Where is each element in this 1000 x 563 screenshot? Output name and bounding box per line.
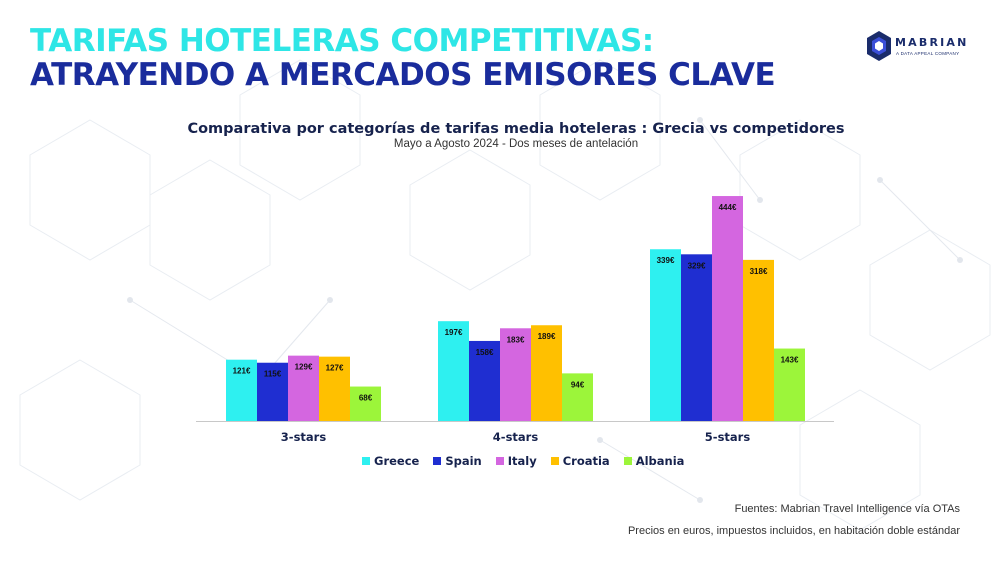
logo-subtitle: A DATA APPEAL COMPANY [896,51,960,56]
legend-swatch-spain [433,457,442,465]
data-label-spain-5-stars: 329€ [688,261,706,270]
headline-line-2: ATRAYENDO A MERCADOS EMISORES CLAVE [30,57,776,93]
bar-croatia-5-stars [743,259,774,421]
legend-swatch-greece [362,457,370,465]
data-label-croatia-4-stars: 189€ [538,332,556,341]
legend-item-albania: Albania [623,454,685,468]
legend-item-greece: Greece [362,454,419,468]
legend-item-croatia: Croatia [550,454,610,468]
legend-swatch-italy [495,457,504,465]
legend-swatch-croatia [550,457,559,465]
data-label-albania-4-stars: 94€ [571,380,585,389]
data-label-albania-5-stars: 143€ [781,356,799,365]
bar-spain-5-stars [681,254,712,421]
headline-line-1: TARIFAS HOTELERAS COMPETITIVAS: [30,23,654,59]
bar-italy-4-stars [500,328,531,421]
chart-legend: Greece Spain Italy Croatia Albania [362,454,684,468]
category-label-5-stars: 5-stars [705,430,751,444]
bar-albania-4-stars [562,373,593,421]
bar-croatia-3-stars [319,356,350,421]
page-headline: TARIFAS HOTELERAS COMPETITIVAS: ATRAYEND… [30,23,776,93]
bar-albania-5-stars [774,348,805,421]
bar-spain-4-stars [469,340,500,421]
bar-greece-5-stars [650,249,681,421]
bar-albania-3-stars [350,386,381,421]
bar-greece-4-stars [438,321,469,421]
data-label-italy-3-stars: 129€ [295,363,313,372]
source-note: Fuentes: Mabrian Travel Intelligence vía… [734,503,960,515]
data-label-croatia-3-stars: 127€ [326,364,344,373]
category-label-3-stars: 3-stars [281,430,327,444]
data-label-albania-3-stars: 68€ [359,394,373,403]
data-label-spain-3-stars: 115€ [264,370,282,379]
chart-subtitle: Mayo a Agosto 2024 - Dos meses de antela… [393,138,639,150]
bar-spain-3-stars [257,362,288,421]
logo-name: MABRIAN [895,36,969,49]
legend-item-spain: Spain [433,454,482,468]
chart-title: Comparativa por categorías de tarifas me… [187,121,845,137]
legend-label-spain: Spain [445,454,482,468]
legend-label-greece: Greece [374,454,420,468]
mabrian-logo-icon [867,31,891,61]
data-label-spain-4-stars: 158€ [476,348,494,357]
legend-label-croatia: Croatia [562,454,610,468]
legend-item-italy: Italy [495,454,537,468]
legend-label-albania: Albania [635,454,685,468]
bar-italy-5-stars [712,196,743,421]
bar-italy-3-stars [288,355,319,421]
bar-greece-3-stars [226,359,257,421]
legend-label-italy: Italy [507,454,537,468]
data-label-greece-5-stars: 339€ [657,256,675,265]
legend-swatch-albania [623,457,632,465]
data-label-greece-4-stars: 197€ [445,328,463,337]
data-label-italy-4-stars: 183€ [507,335,525,344]
data-label-croatia-5-stars: 318€ [750,267,768,276]
category-label-4-stars: 4-stars [493,430,539,444]
data-label-italy-5-stars: 444€ [719,203,737,212]
data-label-greece-3-stars: 121€ [233,367,251,376]
bar-croatia-4-stars [531,325,562,421]
prices-note: Precios en euros, impuestos incluidos, e… [627,525,960,537]
